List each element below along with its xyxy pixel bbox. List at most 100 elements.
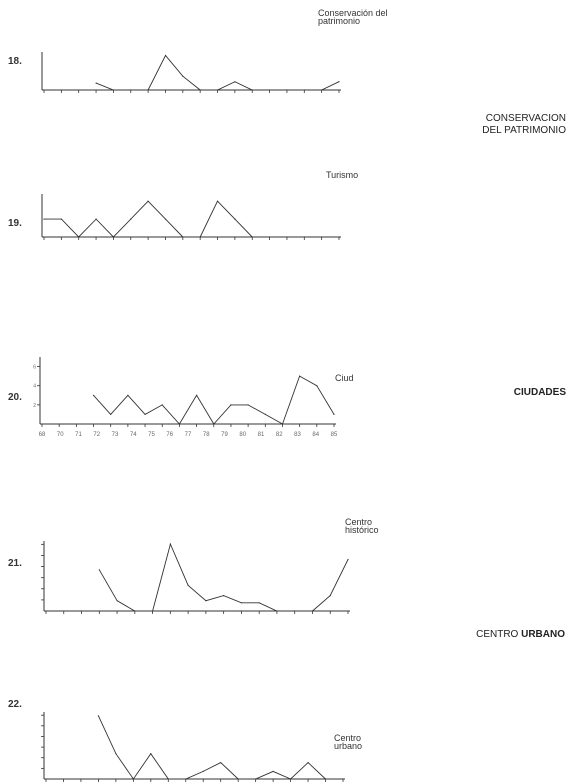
data-point (316, 385, 318, 387)
section-label-conservacion-line2: DEL PATRIMONIO (482, 125, 566, 136)
series-line (97, 715, 343, 780)
data-point (264, 413, 266, 415)
data-point (223, 595, 225, 597)
x-tick-label: 80 (239, 432, 246, 438)
data-point (178, 423, 180, 425)
data-point (269, 89, 271, 91)
x-tick-label: 82 (276, 432, 283, 438)
chart-title-line: Ciud (335, 373, 354, 383)
data-point (144, 413, 146, 415)
data-point (150, 753, 152, 755)
data-point (110, 413, 112, 415)
data-point (286, 236, 288, 238)
x-tick-label: 83 (294, 432, 301, 438)
chart-number-label: 21. (8, 558, 22, 569)
data-point (299, 375, 301, 377)
chart-title-line: Centro (345, 517, 372, 527)
data-point (234, 218, 236, 220)
data-point (272, 770, 274, 773)
data-point (167, 778, 169, 780)
data-point (187, 584, 189, 586)
y-tick-label: 6 (33, 365, 36, 371)
data-point (115, 753, 117, 755)
x-tick-label: 75 (148, 432, 155, 438)
x-tick-label: 85 (331, 432, 338, 438)
series-line (93, 375, 335, 425)
data-point (112, 236, 114, 238)
x-tick-label: 73 (112, 432, 119, 438)
y-tick-label: 4 (33, 384, 36, 390)
chart-title-line: Centro (334, 733, 361, 743)
data-point (307, 762, 309, 764)
data-point (338, 81, 340, 83)
data-point (220, 762, 222, 764)
data-point (234, 81, 236, 83)
data-point (230, 404, 232, 406)
data-point (60, 218, 63, 220)
chart-title-line: histórico (345, 525, 379, 535)
x-tick-label: 84 (312, 432, 319, 438)
data-point (199, 89, 201, 91)
data-point (329, 595, 331, 597)
x-tick-label: 72 (93, 432, 100, 438)
data-point (98, 569, 100, 571)
section-label-centro-urbano-part1: CENTRO (476, 629, 521, 640)
data-point (338, 236, 340, 238)
data-point (237, 778, 239, 780)
data-point (251, 236, 253, 238)
chart-3: 20. Ciud 2 4 6 68 70 71 72 73 74 75 76 77 78 79 80 81 82 83… (8, 357, 354, 438)
chart-number-label: 22. (8, 699, 22, 710)
x-tick-label: 74 (130, 432, 137, 438)
series-line (44, 200, 339, 238)
data-point (169, 543, 171, 545)
chart-number-label: 19. (8, 218, 22, 229)
x-tick-label: 81 (258, 432, 265, 438)
data-point (276, 610, 278, 612)
chart-title-line: urbano (334, 741, 362, 751)
data-point (240, 602, 242, 604)
data-point (251, 89, 253, 91)
chart-title-line: Turismo (326, 170, 358, 180)
data-point (303, 89, 305, 91)
data-point (134, 610, 136, 612)
data-point (333, 413, 335, 415)
data-point (196, 394, 198, 396)
x-tick-label: 77 (185, 432, 192, 438)
data-point (258, 602, 260, 604)
data-point (161, 404, 163, 406)
section-label-ciudades: CIUDADES (514, 387, 567, 398)
x-tick-label: 70 (57, 432, 64, 438)
data-point (216, 89, 219, 91)
data-point (216, 200, 219, 202)
x-tick-label: 68 (39, 432, 46, 438)
data-point (95, 82, 97, 84)
data-point (213, 423, 215, 425)
data-point (127, 394, 129, 396)
chart-title-line: Conservación del (318, 8, 388, 18)
data-point (95, 218, 97, 220)
data-point (202, 770, 204, 773)
chart-number-label: 20. (8, 392, 22, 403)
data-point (324, 778, 327, 780)
data-point (78, 236, 80, 238)
chart-2: 19. Turismo (8, 170, 358, 240)
data-point (147, 89, 149, 91)
data-point (294, 610, 296, 612)
chart-title-line: patrimonio (318, 16, 360, 26)
data-point (43, 218, 45, 220)
data-point (290, 778, 292, 780)
data-point (269, 236, 271, 238)
series-line (95, 54, 340, 91)
data-point (255, 778, 257, 780)
data-point (116, 600, 118, 602)
chart-number-label: 18. (8, 56, 22, 67)
x-tick-label: 79 (221, 432, 228, 438)
data-point (132, 778, 134, 780)
section-label-centro-urbano-part2: URBANO (521, 629, 565, 640)
data-point (321, 89, 323, 91)
